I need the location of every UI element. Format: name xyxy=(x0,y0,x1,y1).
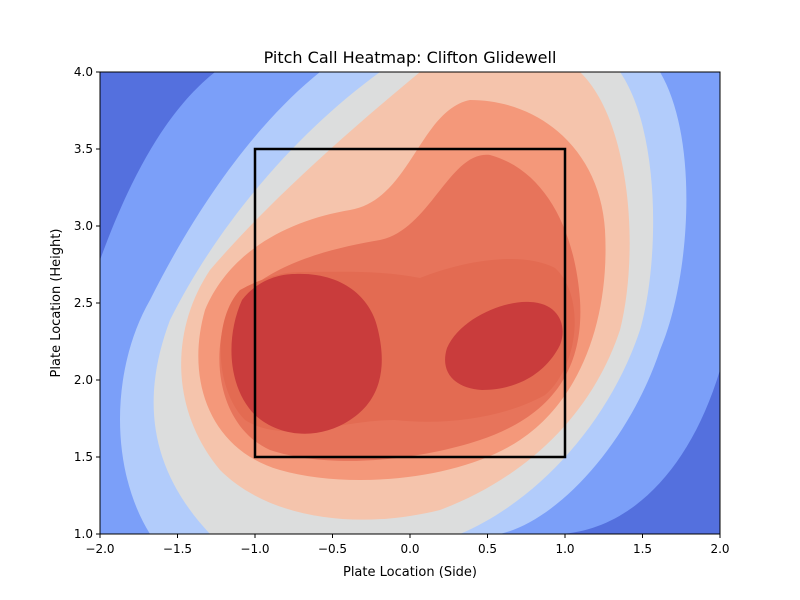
y-tick-label: 2.5 xyxy=(74,296,93,310)
chart-title: Pitch Call Heatmap: Clifton Glidewell xyxy=(264,48,557,67)
x-tick-label: −1.5 xyxy=(163,542,192,556)
x-tick-label: −2.0 xyxy=(85,542,114,556)
contour-level-9-right xyxy=(445,301,563,390)
x-axis-label: Plate Location (Side) xyxy=(343,565,477,580)
x-tick-label: −0.5 xyxy=(318,542,347,556)
x-tick-label: 0.5 xyxy=(478,542,497,556)
x-tick-label: 2.0 xyxy=(710,542,729,556)
x-tick-label: 1.0 xyxy=(555,542,574,556)
x-axis-ticks: −2.0 −1.5 −1.0 −0.5 0.0 0.5 1.0 1.5 2.0 xyxy=(85,534,730,556)
y-axis-label: Plate Location (Height) xyxy=(49,229,64,378)
y-tick-label: 2.0 xyxy=(74,373,93,387)
plot-area xyxy=(100,72,720,534)
y-tick-label: 1.0 xyxy=(74,527,93,541)
x-tick-label: −1.0 xyxy=(240,542,269,556)
y-tick-label: 3.5 xyxy=(74,142,93,156)
y-tick-label: 1.5 xyxy=(74,450,93,464)
y-tick-label: 4.0 xyxy=(74,65,93,79)
x-tick-label: 1.5 xyxy=(633,542,652,556)
y-tick-label: 3.0 xyxy=(74,219,93,233)
contour-level-9-left xyxy=(231,273,382,434)
y-axis-ticks: 1.0 1.5 2.0 2.5 3.0 3.5 4.0 xyxy=(74,65,100,541)
x-tick-label: 0.0 xyxy=(400,542,419,556)
strike-zone xyxy=(253,147,567,459)
